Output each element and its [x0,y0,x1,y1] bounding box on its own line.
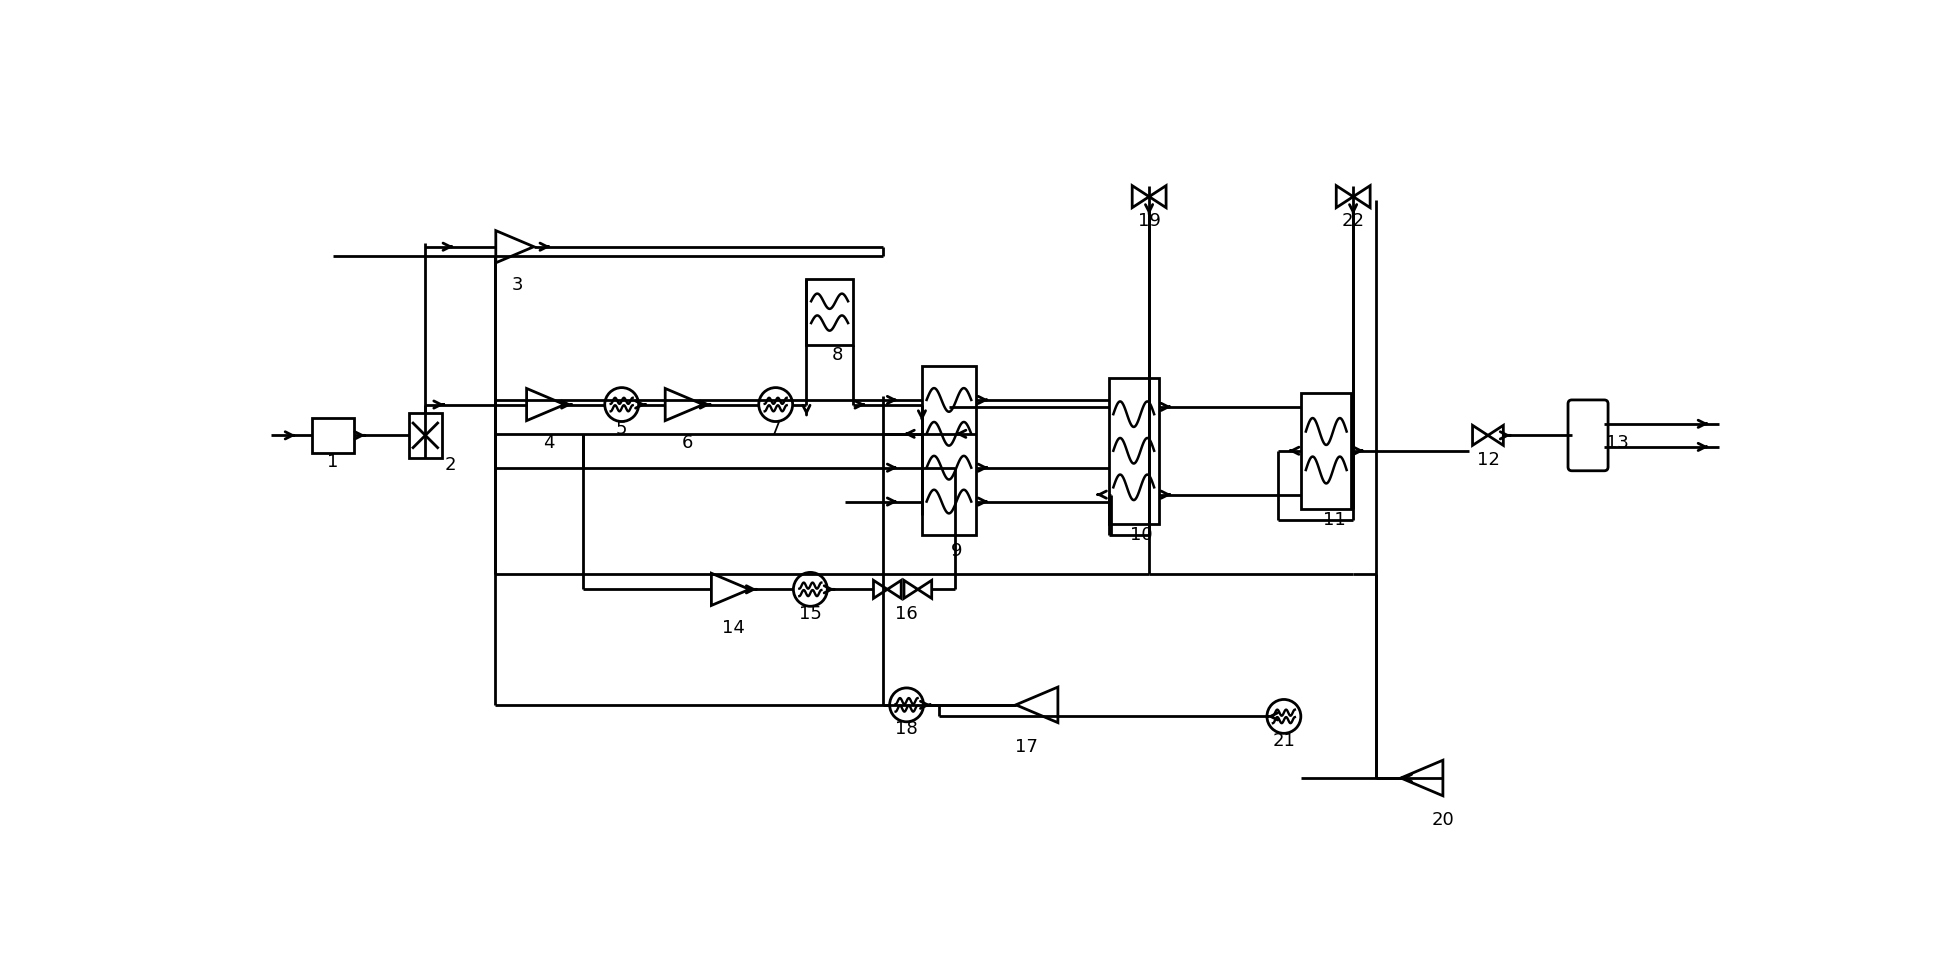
Text: 10: 10 [1129,527,1153,544]
Text: 6: 6 [681,434,693,452]
Text: 19: 19 [1137,212,1160,231]
Polygon shape [1488,426,1503,446]
Polygon shape [711,573,750,605]
Polygon shape [1336,185,1353,207]
Text: 11: 11 [1322,511,1345,529]
Circle shape [759,388,792,422]
Polygon shape [1472,426,1488,446]
Text: 22: 22 [1341,212,1365,231]
Text: 3: 3 [512,276,524,294]
Text: 2: 2 [444,455,456,474]
Circle shape [794,572,827,606]
Polygon shape [1400,760,1443,796]
Text: 17: 17 [1014,738,1038,757]
Polygon shape [1149,185,1166,207]
Polygon shape [917,580,933,598]
Text: 16: 16 [896,605,917,623]
Text: 18: 18 [896,721,917,738]
Bar [312,418,354,453]
Text: 7: 7 [769,420,781,438]
Polygon shape [1016,687,1057,723]
Text: 4: 4 [543,434,555,452]
Polygon shape [666,389,703,421]
Text: 1: 1 [327,454,339,471]
Text: 14: 14 [722,619,746,637]
Bar [1301,393,1351,509]
Text: 21: 21 [1273,732,1295,750]
Bar [923,366,975,536]
Text: 15: 15 [798,605,822,623]
Polygon shape [874,580,888,598]
FancyBboxPatch shape [1567,400,1608,471]
Polygon shape [1353,185,1371,207]
Bar [1108,377,1158,524]
Text: 8: 8 [831,345,843,364]
Circle shape [606,388,639,422]
Text: 5: 5 [615,420,627,438]
Polygon shape [903,580,917,598]
Text: 9: 9 [950,542,962,560]
Bar [806,280,853,345]
Polygon shape [1133,185,1149,207]
Text: 20: 20 [1431,812,1454,829]
Polygon shape [526,389,565,421]
Bar [409,413,442,457]
Text: 13: 13 [1606,434,1630,452]
Circle shape [1267,700,1301,733]
Polygon shape [496,231,533,262]
Text: 12: 12 [1476,451,1499,469]
Polygon shape [888,580,901,598]
Circle shape [890,688,923,722]
